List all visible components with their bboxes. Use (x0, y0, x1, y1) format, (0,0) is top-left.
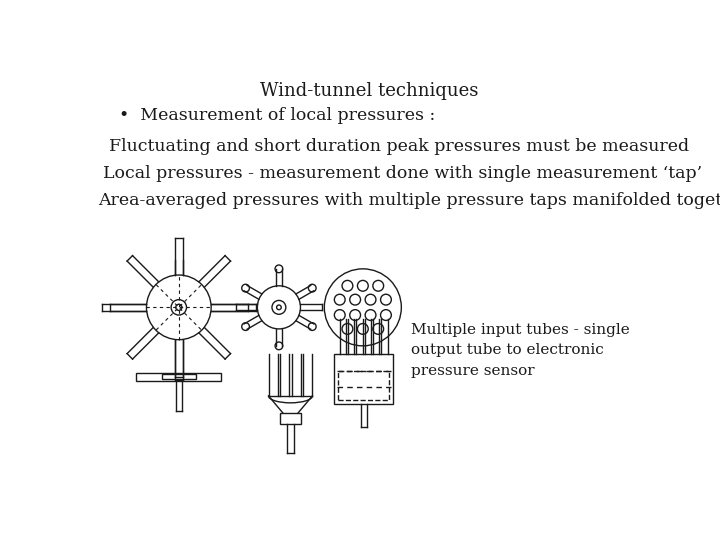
Bar (279, 413, 301, 423)
Text: Local pressures - measurement done with single measurement ‘tap’: Local pressures - measurement done with … (104, 165, 703, 182)
Bar (162, 374, 196, 379)
Bar (137, 373, 221, 381)
Bar (338, 370, 389, 400)
Text: Fluctuating and short duration peak pressures must be measured: Fluctuating and short duration peak pres… (109, 138, 689, 155)
Text: •  Measurement of local pressures :: • Measurement of local pressures : (119, 107, 435, 124)
Text: Wind-tunnel techniques: Wind-tunnel techniques (260, 82, 478, 100)
Text: Area-averaged pressures with multiple pressure taps manifolded together: Area-averaged pressures with multiple pr… (98, 192, 720, 209)
Text: Multiple input tubes - single
output tube to electronic
pressure sensor: Multiple input tubes - single output tub… (411, 323, 630, 378)
Bar (334, 354, 393, 403)
